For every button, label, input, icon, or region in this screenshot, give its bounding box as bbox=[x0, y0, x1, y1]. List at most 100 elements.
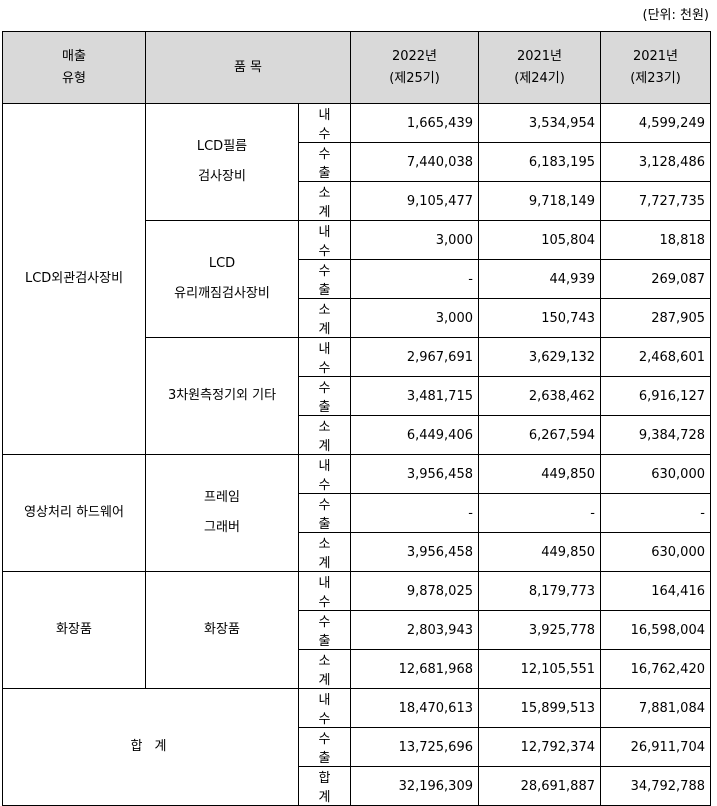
value-cell: 6,183,195 bbox=[478, 142, 601, 182]
value-cell: 2,967,691 bbox=[350, 337, 479, 377]
table-body: LCD외관검사장비 LCD필름 검사장비 내 수 1,665,439 3,534,954 4… bbox=[2, 103, 711, 806]
value-cell: 18,818 bbox=[600, 220, 711, 260]
value-cell: 7,881,084 bbox=[600, 688, 711, 728]
cell-line: LCD외관검사장비 bbox=[24, 271, 124, 286]
value-cell: 630,000 bbox=[600, 454, 711, 494]
table-row: 화장품 화장품 내 수 9,878,025 8,179,773 164,416 bbox=[2, 571, 711, 689]
kind-cell: 내 수 bbox=[298, 454, 351, 494]
kind-cell: 소 계 bbox=[298, 181, 351, 221]
value-cell: 6,916,127 bbox=[600, 376, 711, 416]
cell-line: 유리깨짐검사장비 bbox=[174, 286, 270, 301]
value-cell: 269,087 bbox=[600, 259, 711, 299]
cell-line: 그래버 bbox=[204, 520, 240, 535]
kind-cell: 수 출 bbox=[298, 259, 351, 299]
value-cell: 2,638,462 bbox=[478, 376, 601, 416]
cell-line: 검사장비 bbox=[198, 169, 246, 184]
value-cell: 1,665,439 bbox=[350, 103, 479, 143]
header-row: 매출 유형 품 목 2022년 (제25기) 2021년 (제24기) 2021… bbox=[2, 31, 711, 104]
table-row: 수 출 -44,939 269,087 bbox=[3, 259, 711, 299]
value-cell: 6,267,594 bbox=[478, 415, 601, 455]
value-cell: 630,000 bbox=[600, 532, 711, 572]
value-cell: 449,850 bbox=[478, 532, 601, 572]
kind-cell: 합 계 bbox=[298, 766, 351, 806]
type-cell: 화장품 bbox=[2, 571, 146, 689]
value-cell: 8,179,773 bbox=[478, 571, 601, 611]
value-cell: 12,681,968 bbox=[350, 649, 479, 689]
value-cell: 32,196,309 bbox=[350, 766, 479, 806]
type-cell: 영상처리 하드웨어 bbox=[2, 454, 146, 572]
value-cell: 3,000 bbox=[350, 220, 479, 260]
value-cell: 16,598,004 bbox=[600, 610, 711, 650]
header-item: 품 목 bbox=[145, 31, 351, 104]
item-cell: 3차원측정기외 기타 bbox=[145, 337, 299, 455]
value-cell: 12,105,551 bbox=[478, 649, 601, 689]
value-cell: 7,440,038 bbox=[350, 142, 479, 182]
table-row: 소 계 3,000 150,743 287,905 bbox=[3, 298, 711, 338]
table-row: 수 출--- bbox=[3, 493, 711, 533]
table-row: 3차원측정기외 기타 내 수 2,967,691 3,629,132 2,468,601 bbox=[3, 337, 711, 455]
value-cell: 44,939 bbox=[478, 259, 601, 299]
type-cell: LCD외관검사장비 bbox=[2, 103, 146, 455]
kind-cell: 소 계 bbox=[298, 532, 351, 572]
value-cell: 18,470,613 bbox=[350, 688, 479, 728]
value-cell: 26,911,704 bbox=[600, 727, 711, 767]
value-cell: 2,468,601 bbox=[600, 337, 711, 377]
value-cell: 3,629,132 bbox=[478, 337, 601, 377]
header-year-2022: 2022년 (제25기) bbox=[350, 31, 479, 104]
value-cell: 3,925,778 bbox=[478, 610, 601, 650]
kind-cell: 소 계 bbox=[298, 649, 351, 689]
cell-line: LCD필름 bbox=[196, 139, 248, 154]
kind-cell: 내 수 bbox=[298, 103, 351, 143]
total-label-cell: 합 계 bbox=[2, 688, 299, 806]
value-cell: 28,691,887 bbox=[478, 766, 601, 806]
kind-cell: 내 수 bbox=[298, 337, 351, 377]
item-cell: 화장품 bbox=[145, 571, 299, 689]
value-cell: 3,956,458 bbox=[350, 454, 479, 494]
cell-line: 3차원측정기외 기타 bbox=[167, 388, 277, 403]
table-row: 수 출 3,481,715 2,638,462 6,916,127 bbox=[3, 376, 711, 416]
value-cell: 3,956,458 bbox=[350, 532, 479, 572]
kind-cell: 내 수 bbox=[298, 571, 351, 611]
kind-cell: 수 출 bbox=[298, 727, 351, 767]
cell-line: 영상처리 하드웨어 bbox=[24, 505, 124, 520]
value-cell: 3,534,954 bbox=[478, 103, 601, 143]
header-type: 매출 유형 bbox=[2, 31, 146, 104]
kind-cell: 소 계 bbox=[298, 298, 351, 338]
value-cell: 9,718,149 bbox=[478, 181, 601, 221]
value-cell: 4,599,249 bbox=[600, 103, 711, 143]
cell-line: 프레임 bbox=[204, 490, 240, 505]
table-row: 수 출 7,440,038 6,183,195 3,128,486 bbox=[3, 142, 711, 182]
kind-cell: 소 계 bbox=[298, 415, 351, 455]
cell-line: LCD bbox=[208, 256, 236, 271]
kind-cell: 내 수 bbox=[298, 688, 351, 728]
item-cell: LCD 유리깨짐검사장비 bbox=[145, 220, 299, 338]
cell-line: 화장품 bbox=[56, 622, 92, 637]
value-cell: 3,128,486 bbox=[600, 142, 711, 182]
value-cell: 2,803,943 bbox=[350, 610, 479, 650]
value-cell: 164,416 bbox=[600, 571, 711, 611]
kind-cell: 수 출 bbox=[298, 610, 351, 650]
value-cell: 449,850 bbox=[478, 454, 601, 494]
value-cell: 6,449,406 bbox=[350, 415, 479, 455]
table-row: 수 출 2,803,943 3,925,778 16,598,004 bbox=[3, 610, 711, 650]
value-cell: 105,804 bbox=[478, 220, 601, 260]
value-cell: - bbox=[350, 493, 479, 533]
table-row: 소 계 6,449,406 6,267,594 9,384,728 bbox=[3, 415, 711, 455]
table-row: 영상처리 하드웨어 프레임 그래버 내 수 3,956,458 449,850 630,00… bbox=[2, 454, 711, 572]
kind-cell: 수 출 bbox=[298, 142, 351, 182]
value-cell: 9,878,025 bbox=[350, 571, 479, 611]
value-cell: 12,792,374 bbox=[478, 727, 601, 767]
value-cell: 13,725,696 bbox=[350, 727, 479, 767]
kind-cell: 수 출 bbox=[298, 376, 351, 416]
cell-line: 화장품 bbox=[204, 622, 240, 637]
kind-cell: 내 수 bbox=[298, 220, 351, 260]
value-cell: 150,743 bbox=[478, 298, 601, 338]
value-cell: 7,727,735 bbox=[600, 181, 711, 221]
value-cell: 9,105,477 bbox=[350, 181, 479, 221]
unit-label: (단위: 천원) bbox=[642, 8, 710, 23]
header-year-2021b: 2021년 (제23기) bbox=[600, 31, 711, 104]
value-cell: 9,384,728 bbox=[600, 415, 711, 455]
